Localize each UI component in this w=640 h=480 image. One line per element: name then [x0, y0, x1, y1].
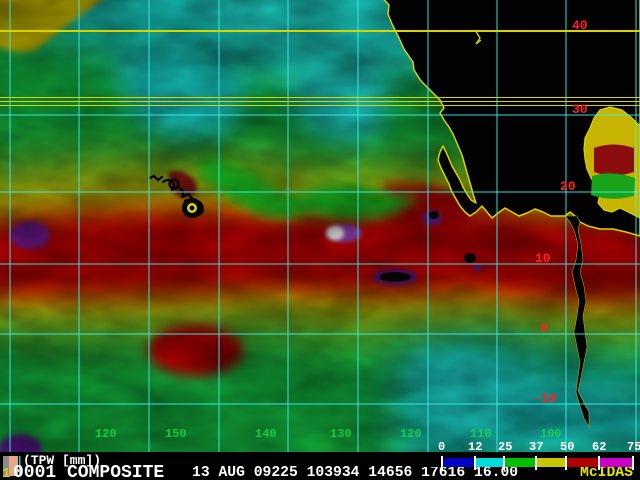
- svg-text:12: 12: [468, 440, 482, 454]
- svg-text:McIDAS: McIDAS: [580, 465, 633, 480]
- svg-text:30: 30: [572, 102, 588, 117]
- svg-text:75: 75: [627, 440, 640, 454]
- svg-text:130: 130: [330, 427, 352, 441]
- svg-text:0001 COMPOSITE: 0001 COMPOSITE: [13, 463, 164, 480]
- svg-text:110: 110: [470, 427, 492, 441]
- svg-text:0: 0: [438, 440, 445, 454]
- svg-text:10: 10: [535, 251, 551, 266]
- svg-text:37: 37: [529, 440, 543, 454]
- svg-text:1: 1: [2, 466, 10, 480]
- svg-text:150: 150: [165, 427, 187, 441]
- svg-text:40: 40: [572, 18, 588, 33]
- svg-text:120: 120: [400, 427, 422, 441]
- svg-text:120: 120: [95, 427, 117, 441]
- svg-text:50: 50: [560, 440, 574, 454]
- svg-text:13 AUG 09225 103934 14656 1761: 13 AUG 09225 103934 14656 17616 16.00: [192, 465, 518, 480]
- svg-text:-10: -10: [533, 391, 557, 406]
- svg-text:20: 20: [560, 179, 576, 194]
- svg-text:100: 100: [540, 427, 562, 441]
- svg-text:140: 140: [255, 427, 277, 441]
- svg-text:62: 62: [592, 440, 606, 454]
- svg-text:25: 25: [498, 440, 512, 454]
- svg-text:0: 0: [540, 321, 548, 336]
